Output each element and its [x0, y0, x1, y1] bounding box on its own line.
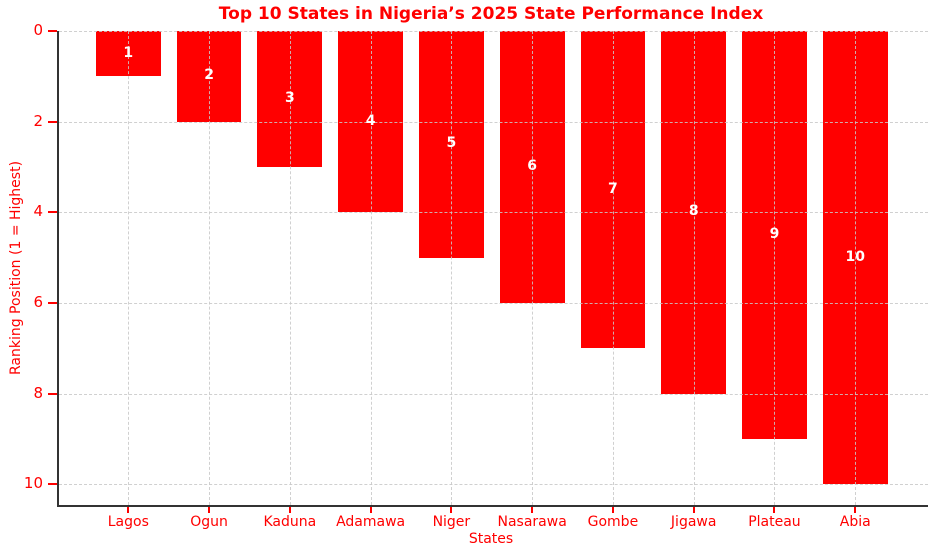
x-tick-mark [773, 507, 776, 513]
x-category-label: Plateau [748, 514, 801, 530]
y-tick-label: 10 [23, 474, 43, 493]
y-tick-mark [48, 392, 57, 395]
gridline-vertical [370, 31, 372, 505]
gridline-vertical [532, 31, 534, 505]
plot-area: 1 2 3 4 5 6 7 8 9 10 0 2 4 6 8 10 Lagos Ogun Kaduna Adamawa… [24, 23, 928, 530]
x-tick-mark [692, 507, 695, 513]
gridline-horizontal [59, 212, 928, 214]
x-category-label: Kaduna [263, 514, 317, 530]
bar-value-label: 7 [608, 180, 618, 197]
bar-value-label: 9 [769, 225, 780, 242]
gridline-horizontal [59, 302, 928, 304]
gridline-horizontal [59, 31, 928, 32]
bar-value-label: 10 [845, 248, 865, 265]
gridline-horizontal [59, 121, 928, 123]
gridline-vertical [289, 31, 291, 505]
x-category-label: Ogun [190, 514, 228, 530]
x-category-label: Nasarawa [497, 514, 567, 530]
x-axis-title: States [468, 531, 514, 547]
bar-niger [418, 31, 484, 258]
x-tick-mark [854, 507, 857, 513]
x-tick-mark [127, 507, 130, 513]
bar-value-label: 4 [365, 112, 376, 129]
y-tick-mark [48, 30, 57, 32]
gridline-vertical [451, 31, 453, 505]
gridline-vertical [693, 31, 695, 505]
gridline-vertical [774, 31, 776, 505]
gridline-horizontal [59, 393, 928, 395]
x-tick-mark [450, 507, 453, 513]
y-tick-label: 4 [33, 202, 43, 221]
x-category-label: Adamawa [336, 514, 406, 530]
x-category-label: Niger [432, 514, 471, 530]
gridline-vertical [128, 31, 130, 505]
gridline-horizontal [59, 484, 928, 486]
x-category-label: Lagos [107, 514, 149, 530]
y-tick-label: 8 [33, 383, 43, 402]
y-tick-label: 6 [33, 292, 43, 311]
y-tick-mark [48, 120, 57, 123]
x-tick-mark [288, 507, 291, 513]
bar-lagos [95, 31, 161, 77]
gridline-vertical [612, 31, 614, 505]
y-tick-mark [48, 483, 57, 486]
bar-value-label: 2 [204, 67, 214, 84]
bar-value-label: 8 [688, 203, 699, 220]
x-tick-mark [369, 507, 372, 513]
x-category-label: Gombe [587, 514, 639, 530]
y-tick-mark [48, 301, 57, 304]
chart-title: Top 10 States in Nigeria’s 2025 State Pe… [218, 4, 764, 24]
x-tick-mark [611, 507, 614, 513]
bar-value-label: 1 [123, 44, 134, 61]
bar-ogun [176, 31, 242, 122]
bar-value-label: 6 [527, 157, 538, 174]
x-category-label: Jigawa [670, 514, 717, 530]
y-tick-mark [48, 211, 57, 214]
x-category-label: Abia [839, 514, 871, 530]
bar-value-label: 3 [284, 89, 295, 106]
y-axis-title: Ranking Position (1 = Highest) [8, 160, 24, 376]
y-tick-label: 2 [33, 111, 43, 130]
bar-value-label: 5 [446, 135, 457, 152]
gridline-vertical [855, 31, 857, 505]
y-tick-label: 0 [33, 21, 43, 39]
bar-plateau [742, 31, 807, 439]
x-tick-mark [208, 507, 211, 513]
gridline-vertical [209, 31, 211, 505]
x-tick-mark [531, 507, 534, 513]
